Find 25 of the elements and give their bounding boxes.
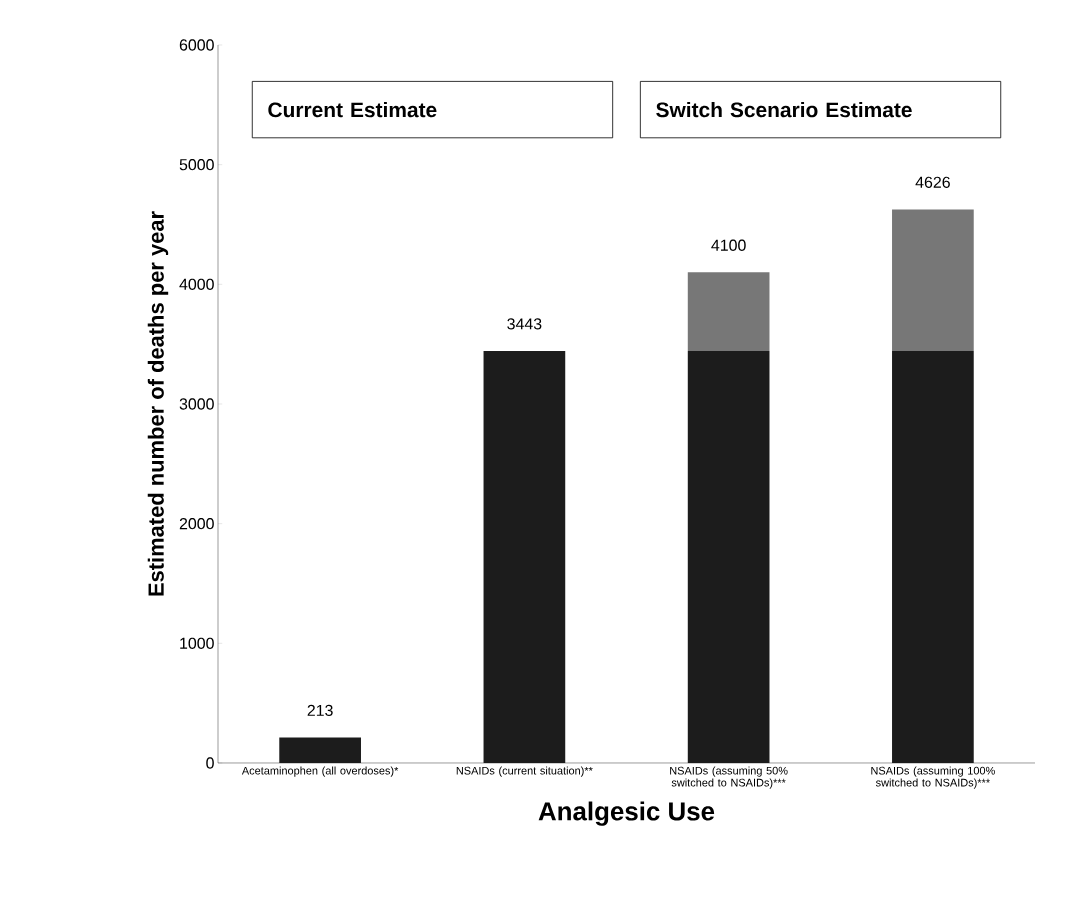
bar: [892, 209, 974, 351]
x-axis-title: Analgesic Use: [538, 801, 715, 826]
x-tick-label: NSAIDs (current situation)**: [456, 766, 593, 777]
bar: [687, 272, 770, 351]
x-tick-label: NSAIDs (assuming 50% switched to NSAIDs)***: [670, 766, 788, 789]
x-tick-label: Acetaminophen (all overdoses)*: [241, 766, 399, 777]
annotation: Switch Scenario Estimate: [656, 101, 912, 118]
y-tick-label: 5000: [179, 159, 214, 171]
y-tick-label: 3000: [179, 398, 214, 410]
y-tick-label: 4000: [179, 278, 214, 290]
total-label: 4626: [915, 176, 950, 188]
bar: [279, 737, 361, 763]
total-label: 3443: [507, 318, 542, 330]
bar: [687, 350, 770, 763]
annotation: Current Estimate: [268, 101, 437, 118]
y-tick-label: 2000: [179, 518, 214, 530]
bar: [892, 350, 974, 763]
total-label: 213: [307, 704, 333, 717]
y-tick-label: 1000: [180, 637, 214, 649]
y-tick-label: 0: [206, 757, 214, 769]
y-tick-label: 6000: [179, 39, 214, 51]
x-tick-label: NSAIDs (assuming 100% switched to NSAIDs)***: [871, 766, 995, 789]
y-axis-title: Estimated number of deaths per year: [147, 211, 169, 596]
bar: [483, 350, 566, 763]
total-label: 4100: [711, 239, 746, 251]
